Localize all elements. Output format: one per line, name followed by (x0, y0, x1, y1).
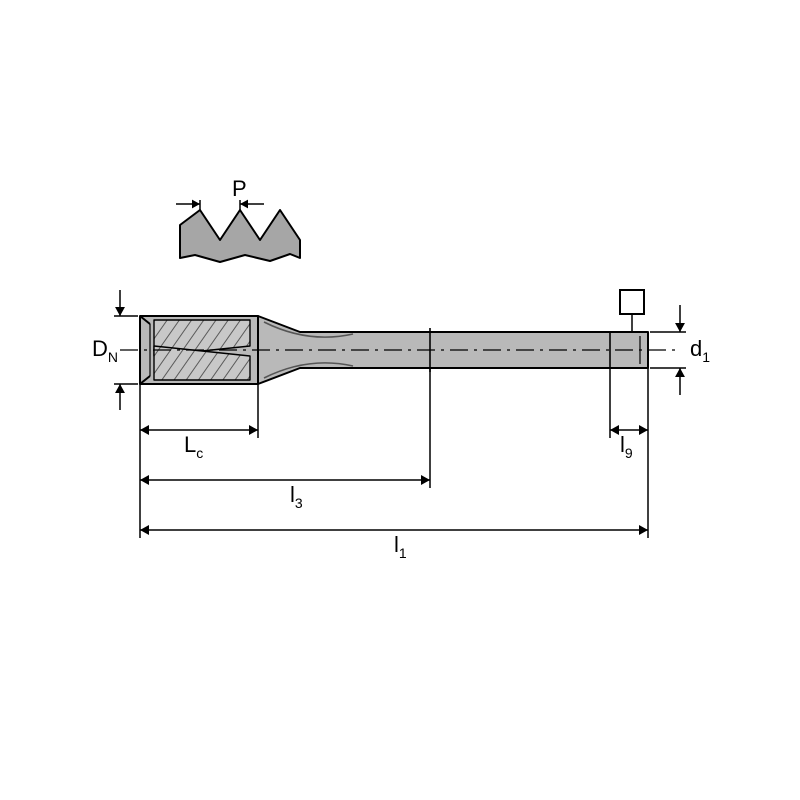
label-d1: d1 (690, 336, 710, 365)
label-l3: l3 (290, 482, 303, 511)
label-Lc: Lc (184, 432, 203, 461)
thread-pitch-block: P (176, 176, 300, 262)
diagram-canvas: P Lc l3 l1 l9 DN d1 (0, 0, 800, 800)
label-l9: l9 (620, 432, 633, 461)
label-DN: DN (92, 336, 118, 365)
label-l1: l1 (394, 532, 407, 561)
square-drive-icon (620, 290, 644, 314)
tool-body (120, 290, 676, 384)
label-P: P (232, 176, 247, 201)
